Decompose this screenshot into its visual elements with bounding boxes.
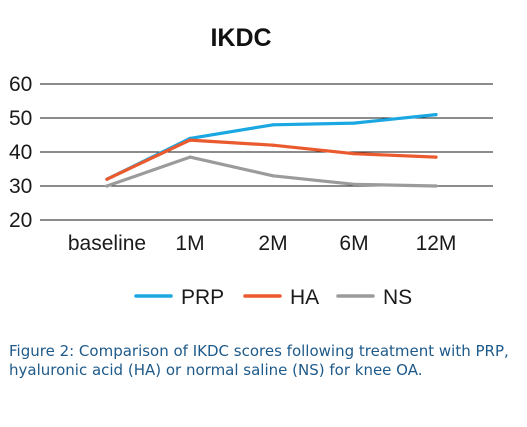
y-tick-label: 40	[9, 141, 32, 164]
series-lines	[105, 112, 438, 188]
x-tick-label: 6M	[339, 232, 368, 255]
x-tick-label: 1M	[175, 232, 204, 255]
x-tick-label: 2M	[258, 232, 287, 255]
ikdc-line-chart: IKDC 60 50 40 30 20 baseline 1M 2M 6M 12M PRP HA N…	[9, 24, 493, 309]
data-point-ns	[271, 174, 275, 178]
data-point-ha	[352, 152, 356, 156]
data-point-prp	[352, 121, 356, 125]
legend-label-ha: HA	[290, 286, 319, 309]
gridlines	[40, 83, 493, 221]
data-point-ha	[271, 143, 275, 147]
legend-label-prp: PRP	[181, 286, 224, 309]
y-axis-tick-labels: 60 50 40 30 20	[9, 73, 32, 232]
series-line-ha	[105, 138, 438, 181]
x-tick-label: baseline	[68, 232, 146, 255]
y-tick-label: 50	[9, 107, 32, 130]
x-tick-label: 12M	[416, 232, 457, 255]
data-point-ns	[105, 184, 109, 188]
chart-title: IKDC	[210, 24, 271, 52]
data-point-ha	[188, 138, 192, 142]
y-tick-label: 60	[9, 73, 32, 96]
x-axis-tick-labels: baseline 1M 2M 6M 12M	[68, 232, 457, 255]
series-line-ns	[105, 155, 438, 188]
data-point-ns	[188, 155, 192, 159]
figure-caption: Figure 2: Comparison of IKDC scores foll…	[9, 342, 509, 379]
y-tick-label: 30	[9, 175, 32, 198]
data-point-prp	[271, 123, 275, 127]
legend-label-ns: NS	[383, 286, 412, 309]
data-point-ha	[105, 177, 109, 181]
data-point-ns	[352, 182, 356, 186]
legend: PRP HA NS	[134, 286, 412, 309]
y-tick-label: 20	[9, 209, 32, 232]
data-point-ns	[434, 184, 438, 188]
data-point-prp	[434, 113, 438, 117]
data-point-ha	[434, 155, 438, 159]
